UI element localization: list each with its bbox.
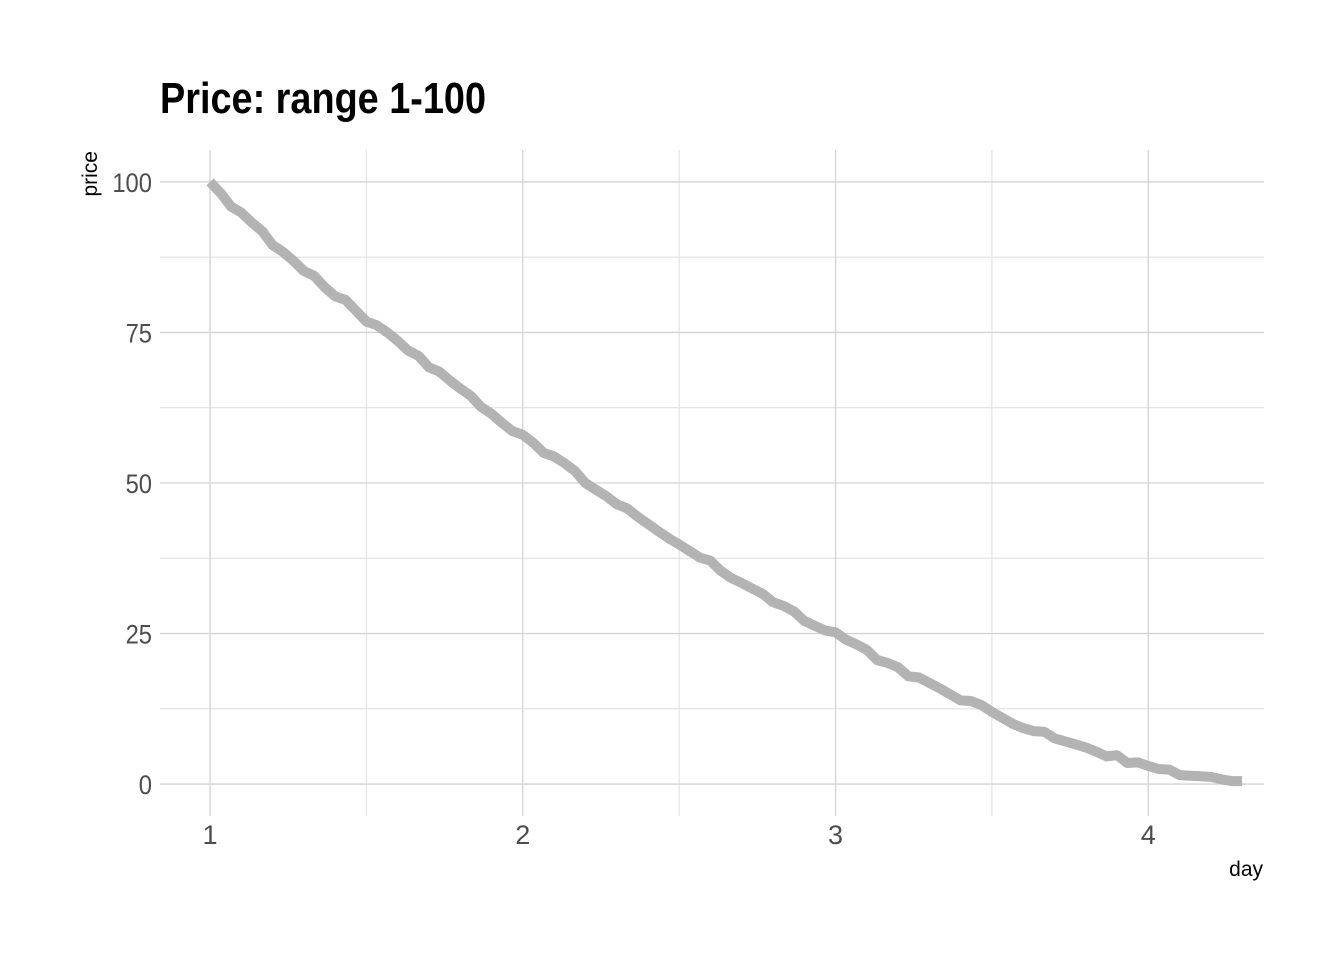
y-tick-label: 25 (126, 620, 152, 650)
x-tick-label: 4 (1141, 820, 1156, 850)
series-line-0 (206, 178, 1243, 787)
major-gridlines (160, 150, 1264, 816)
y-tick-label: 50 (126, 470, 152, 500)
y-tick-label: 75 (126, 319, 152, 349)
x-tick-label: 3 (828, 820, 843, 850)
x-tick-label: 1 (203, 820, 218, 850)
chart-title: Price: range 1-100 (160, 74, 487, 123)
y-tick-label: 100 (112, 169, 152, 199)
x-tick-label: 2 (515, 820, 530, 850)
y-axis-title: price (79, 151, 102, 197)
y-tick-label: 0 (139, 771, 152, 801)
x-axis-tick-labels: 1 2 3 4 (203, 820, 1156, 850)
series-layer (206, 178, 1243, 787)
y-axis-tick-labels: 0 25 50 75 100 (112, 169, 152, 801)
x-axis-title: day (1229, 858, 1263, 881)
